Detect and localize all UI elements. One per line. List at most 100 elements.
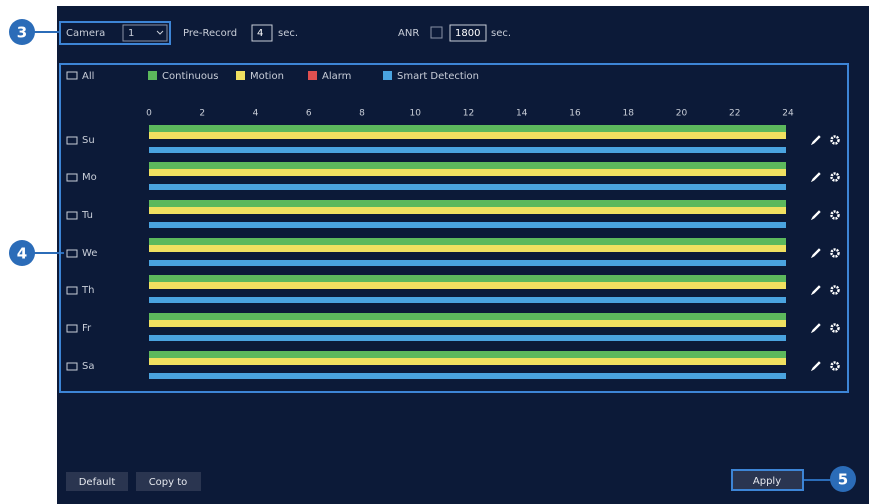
continuous-bar	[149, 200, 786, 207]
day-label: We	[82, 248, 97, 259]
pre-record-label: Pre-Record	[183, 28, 237, 39]
default-button[interactable]	[66, 472, 128, 491]
continuous-bar	[149, 275, 786, 282]
settings-icon[interactable]	[830, 361, 840, 371]
edit-icon[interactable]	[810, 361, 821, 372]
continuous-bar	[149, 162, 786, 169]
settings-icon[interactable]	[830, 248, 840, 258]
hour-label: 14	[516, 109, 528, 119]
legend-swatch	[308, 71, 317, 80]
callout-text: 5	[838, 471, 848, 489]
callout-text: 4	[17, 245, 27, 263]
pre-record-unit: sec.	[278, 28, 298, 39]
settings-icon[interactable]	[830, 323, 840, 333]
day-label: Fr	[82, 323, 92, 334]
anr-label: ANR	[398, 28, 419, 39]
anr-unit: sec.	[491, 28, 511, 39]
copy-to-label[interactable]: Copy to	[149, 477, 188, 488]
legend-label: Motion	[250, 71, 284, 82]
camera-select[interactable]	[122, 24, 168, 42]
camera-value[interactable]: 1	[128, 28, 134, 39]
day-checkbox[interactable]	[66, 211, 78, 220]
smart-detection-bar	[149, 184, 786, 190]
day-checkbox[interactable]	[66, 249, 78, 258]
motion-bar	[149, 282, 786, 289]
motion-bar	[149, 207, 786, 214]
hour-label: 22	[729, 109, 740, 119]
anr-input[interactable]	[449, 24, 487, 42]
pre-record-value[interactable]: 4	[257, 28, 263, 39]
hour-label: 6	[306, 109, 312, 119]
callout-text: 3	[17, 24, 27, 42]
smart-detection-bar	[149, 222, 786, 228]
settings-icon[interactable]	[830, 172, 840, 182]
motion-bar	[149, 132, 786, 139]
continuous-bar	[149, 125, 786, 132]
day-label: Th	[81, 285, 94, 296]
legend-swatch	[236, 71, 245, 80]
legend-label: Smart Detection	[397, 71, 479, 82]
panel	[57, 6, 869, 504]
anr-value[interactable]: 1800	[455, 28, 480, 39]
legend-swatch	[148, 71, 157, 80]
hour-label: 16	[569, 109, 581, 119]
settings-icon[interactable]	[830, 285, 840, 295]
legend-label: Continuous	[162, 71, 218, 82]
smart-detection-bar	[149, 373, 786, 379]
all-label: All	[82, 71, 94, 82]
day-label: Mo	[82, 172, 97, 183]
dropdown-arrow	[156, 30, 164, 35]
hour-label: 10	[410, 109, 422, 119]
smart-detection-bar	[149, 297, 786, 303]
edit-icon[interactable]	[810, 172, 821, 183]
day-checkbox[interactable]	[66, 136, 78, 145]
hour-label: 12	[463, 109, 474, 119]
hour-label: 2	[199, 109, 205, 119]
hour-label: 8	[359, 109, 365, 119]
edit-icon[interactable]	[810, 323, 821, 334]
day-label: Su	[82, 135, 95, 146]
day-checkbox[interactable]	[66, 286, 78, 295]
day-checkbox[interactable]	[66, 173, 78, 182]
apply-label[interactable]: Apply	[753, 476, 781, 487]
anr-checkbox[interactable]	[430, 26, 443, 39]
hour-label: 0	[146, 109, 152, 119]
continuous-bar	[149, 351, 786, 358]
motion-bar	[149, 358, 786, 365]
callout	[9, 240, 35, 266]
edit-icon[interactable]	[810, 135, 821, 146]
smart-detection-bar	[149, 147, 786, 153]
hour-label: 4	[253, 109, 259, 119]
motion-bar	[149, 245, 786, 252]
motion-bar	[149, 169, 786, 176]
default-label[interactable]: Default	[79, 477, 116, 488]
hour-label: 18	[623, 109, 635, 119]
motion-bar	[149, 320, 786, 327]
continuous-bar	[149, 313, 786, 320]
schedule-highlight	[59, 63, 849, 393]
copy-to-button[interactable]	[136, 472, 201, 491]
day-label: Sa	[82, 361, 94, 372]
callout	[9, 19, 35, 45]
continuous-bar	[149, 238, 786, 245]
hour-label: 20	[676, 109, 688, 119]
settings-icon[interactable]	[830, 210, 840, 220]
day-label: Tu	[81, 210, 93, 221]
day-checkbox[interactable]	[66, 324, 78, 333]
camera-label: Camera	[66, 28, 105, 39]
edit-icon[interactable]	[810, 248, 821, 259]
settings-icon[interactable]	[830, 135, 840, 145]
edit-icon[interactable]	[810, 210, 821, 221]
legend-label: Alarm	[322, 71, 351, 82]
smart-detection-bar	[149, 335, 786, 341]
pre-record-input[interactable]	[251, 24, 273, 42]
edit-icon[interactable]	[810, 285, 821, 296]
callout	[830, 466, 856, 492]
camera-highlight	[59, 21, 171, 45]
all-checkbox[interactable]	[66, 71, 78, 80]
day-checkbox[interactable]	[66, 362, 78, 371]
smart-detection-bar	[149, 260, 786, 266]
apply-button[interactable]	[731, 469, 804, 491]
legend-swatch	[383, 71, 392, 80]
